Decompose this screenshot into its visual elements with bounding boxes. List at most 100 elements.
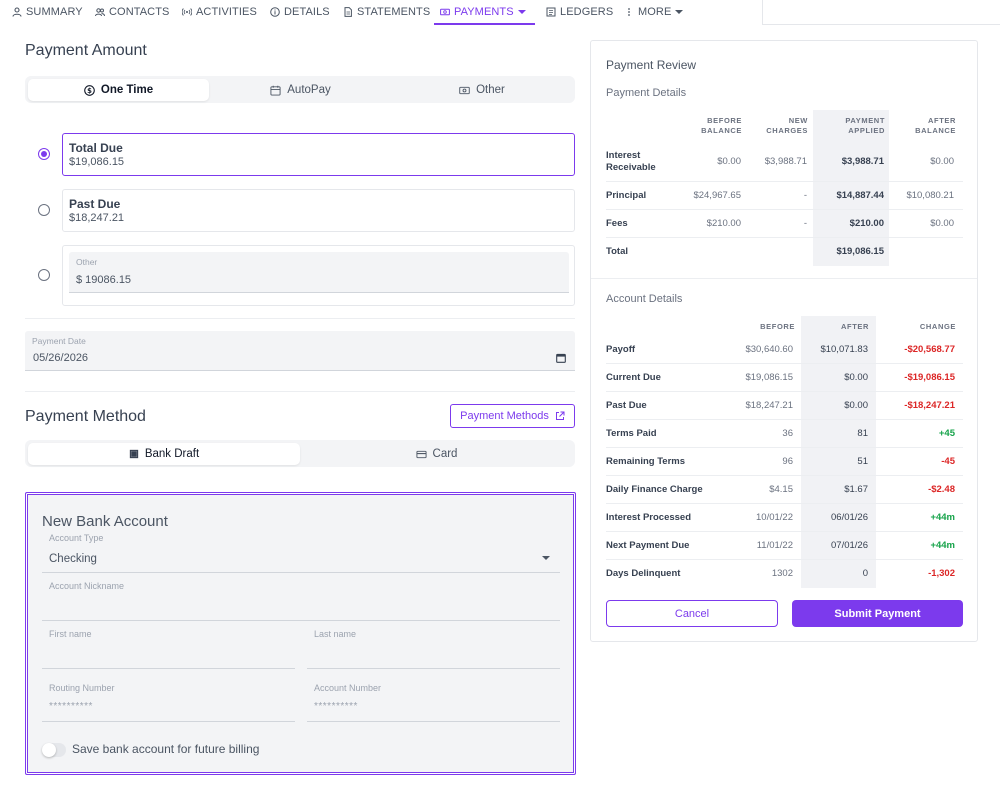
save-account-label: Save bank account for future billing	[72, 742, 260, 756]
first-name-label: First name	[49, 629, 92, 639]
option-value: $18,247.21	[69, 212, 125, 224]
cell: $3,988.71	[841, 156, 884, 167]
tab-contacts[interactable]: CONTACTS	[95, 6, 169, 25]
tab-more[interactable]: MORE	[624, 6, 684, 25]
tab-card[interactable]: Card	[301, 443, 572, 465]
account-row-change: +44m	[930, 540, 955, 551]
row-divider	[606, 237, 963, 238]
row-divider	[606, 503, 963, 504]
radio-past-due[interactable]	[38, 204, 50, 216]
option-other: Other $ 19086.15	[62, 245, 575, 306]
cell: $14,887.44	[836, 190, 884, 201]
routing-number-value: **********	[49, 701, 93, 712]
tab-bank-draft[interactable]: Bank Draft	[28, 443, 300, 465]
tab-summary[interactable]: SUMMARY	[12, 6, 83, 25]
header-new-charges: NEW CHARGES	[766, 116, 808, 135]
payment-review-panel: Payment Review Payment Details BEFORE BAL…	[590, 40, 978, 642]
tab-one-time[interactable]: $ One Time	[28, 79, 209, 101]
tab-payments[interactable]: PAYMENTS	[434, 6, 535, 25]
submit-payment-button[interactable]: Submit Payment	[792, 600, 963, 627]
account-type-select[interactable]: Account Type Checking	[42, 533, 560, 573]
section-divider	[591, 278, 977, 279]
tab-summary-label: SUMMARY	[26, 6, 83, 18]
account-number-value: **********	[314, 701, 358, 712]
chevron-down-icon	[542, 556, 550, 560]
payment-methods-label: Payment Methods	[460, 410, 549, 422]
account-nickname-label: Account Nickname	[49, 581, 125, 591]
cell: -	[803, 218, 807, 229]
payment-methods-button[interactable]: Payment Methods	[450, 404, 575, 428]
account-row-before: 11/01/22	[756, 540, 793, 551]
account-row-after: 06/01/26	[831, 512, 868, 523]
calendar-icon[interactable]	[556, 353, 566, 363]
tab-other-label: Other	[476, 84, 505, 96]
account-row-label: Interest Processed	[606, 512, 692, 523]
option-total-due[interactable]: Total Due $19,086.15	[62, 133, 575, 176]
other-amount-value: $ 19086.15	[76, 274, 132, 286]
account-row-change: -$2.48	[928, 484, 955, 495]
chevron-down-icon	[675, 10, 684, 14]
top-nav: SUMMARY CONTACTS ACTIVITIES DETAILS STAT…	[0, 0, 1000, 25]
account-row-change: -45	[941, 456, 955, 467]
option-title: Total Due	[69, 141, 123, 155]
header-change: CHANGE	[919, 322, 956, 331]
account-nickname-field[interactable]: Account Nickname	[42, 581, 560, 621]
cancel-button[interactable]: Cancel	[606, 600, 778, 627]
header-after: AFTER	[841, 322, 869, 331]
row-divider	[606, 181, 963, 182]
payment-date-field[interactable]: Payment Date 05/26/2026	[25, 331, 575, 371]
row-divider	[606, 391, 963, 392]
tab-card-label: Card	[432, 448, 458, 460]
cell: $10,080.21	[906, 190, 954, 201]
payment-date-label: Payment Date	[32, 336, 86, 346]
payment-method-title: Payment Method	[25, 408, 146, 425]
tab-one-time-label: One Time	[100, 84, 154, 96]
tab-autopay[interactable]: AutoPay	[210, 79, 391, 101]
last-name-field[interactable]: Last name	[307, 629, 560, 669]
divider	[25, 318, 575, 319]
row-divider	[606, 363, 963, 364]
tab-other[interactable]: Other	[392, 79, 572, 101]
option-value: $19,086.15	[69, 156, 125, 168]
account-row-label: Terms Paid	[606, 428, 657, 439]
option-title: Past Due	[69, 197, 121, 211]
first-name-field[interactable]: First name	[42, 629, 295, 669]
account-number-label: Account Number	[314, 683, 382, 693]
account-row-before: 36	[782, 428, 793, 439]
account-type-label: Account Type	[49, 533, 104, 543]
account-row-change: -$19,086.15	[904, 372, 955, 383]
radio-total-due[interactable]	[38, 148, 50, 160]
other-amount-input[interactable]: Other $ 19086.15	[69, 252, 569, 293]
routing-number-label: Routing Number	[49, 683, 115, 693]
account-row-label: Past Due	[606, 400, 647, 411]
user-icon	[12, 7, 22, 17]
row-divider	[606, 209, 963, 210]
account-row-change: -$18,247.21	[904, 400, 955, 411]
radio-other[interactable]	[38, 269, 50, 281]
tab-details[interactable]: DETAILS	[270, 6, 330, 25]
option-past-due[interactable]: Past Due $18,247.21	[62, 189, 575, 232]
account-row-label: Payoff	[606, 344, 636, 355]
bank-account-title: New Bank Account	[42, 513, 168, 530]
tab-bank-draft-label: Bank Draft	[144, 448, 200, 460]
tab-details-label: DETAILS	[284, 6, 330, 18]
tab-statements[interactable]: STATEMENTS	[343, 6, 430, 25]
cell: $210.00	[706, 218, 741, 229]
header-payment-applied: PAYMENT APPLIED	[845, 116, 885, 135]
save-account-toggle[interactable]	[42, 743, 66, 757]
account-row-after: 07/01/26	[831, 540, 868, 551]
account-row-before: 10/01/22	[756, 512, 793, 523]
dollar-circle-icon: $	[84, 84, 95, 96]
tab-ledgers[interactable]: LEDGERS	[546, 6, 613, 25]
account-number-field[interactable]: Account Number **********	[307, 683, 560, 722]
review-title: Payment Review	[606, 58, 697, 72]
list-icon	[546, 7, 556, 17]
tab-ledgers-label: LEDGERS	[560, 6, 614, 18]
money-icon	[440, 8, 450, 16]
account-row-before: $4.15	[769, 484, 793, 495]
payment-method-tabs: Bank Draft Card	[25, 440, 575, 467]
tab-activities[interactable]: ACTIVITIES	[182, 6, 257, 25]
routing-number-field[interactable]: Routing Number **********	[42, 683, 295, 722]
row-divider	[606, 447, 963, 448]
info-circle-icon	[270, 7, 280, 17]
